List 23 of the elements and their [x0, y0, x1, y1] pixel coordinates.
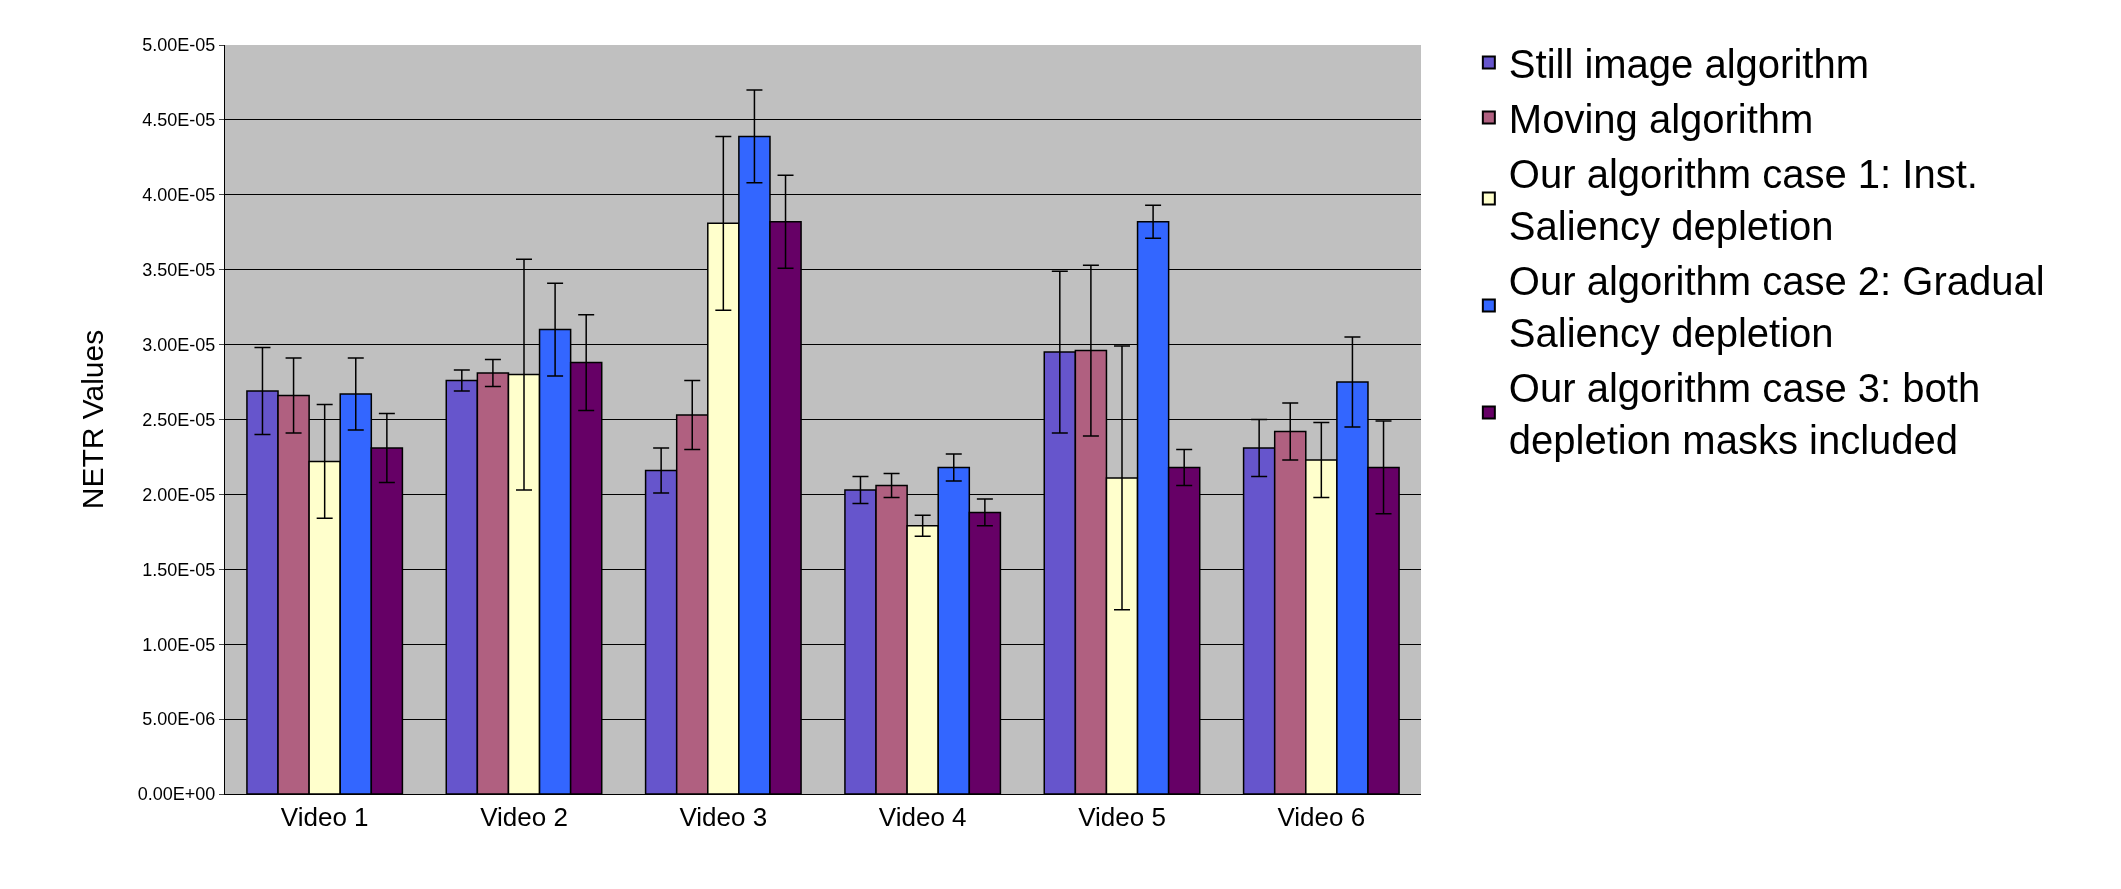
y-axis-title: NETR Values: [75, 329, 109, 510]
y-tick-label: 5.00E-06: [142, 709, 216, 730]
y-tick-label: 2.00E-05: [142, 484, 216, 505]
x-tick-label: Video 4: [878, 802, 967, 833]
x-tick-label: Video 1: [280, 802, 369, 833]
x-tick-label: Video 6: [1277, 802, 1366, 833]
y-tick-label: 4.50E-05: [142, 110, 216, 131]
legend-label: Our algorithm case 1: Inst. Saliency depletion: [1508, 152, 1978, 249]
y-tick-label: 5.00E-05: [142, 35, 216, 56]
legend-label: Moving algorithm: [1508, 97, 1814, 142]
y-tick-label: 3.00E-05: [142, 334, 216, 355]
y-tick-label: 0.00E+00: [137, 784, 216, 805]
legend-label: Still image algorithm: [1508, 42, 1869, 87]
y-tick-label: 3.50E-05: [142, 260, 216, 280]
y-tick-label: 1.00E-05: [142, 634, 216, 655]
y-tick-label: 1.50E-05: [142, 559, 216, 580]
y-tick-label: 4.00E-05: [142, 185, 216, 206]
x-tick-label: Video 5: [1078, 802, 1166, 833]
x-tick-label: Video 3: [679, 802, 768, 833]
y-tick-label: 2.50E-05: [142, 409, 216, 430]
x-tick-label: Video 2: [480, 802, 568, 833]
legend-label: Our algorithm case 2: Gradual Saliency depletion: [1508, 259, 2045, 356]
legend-label: Our algorithm case 3: both depletion masks included: [1508, 366, 1981, 463]
